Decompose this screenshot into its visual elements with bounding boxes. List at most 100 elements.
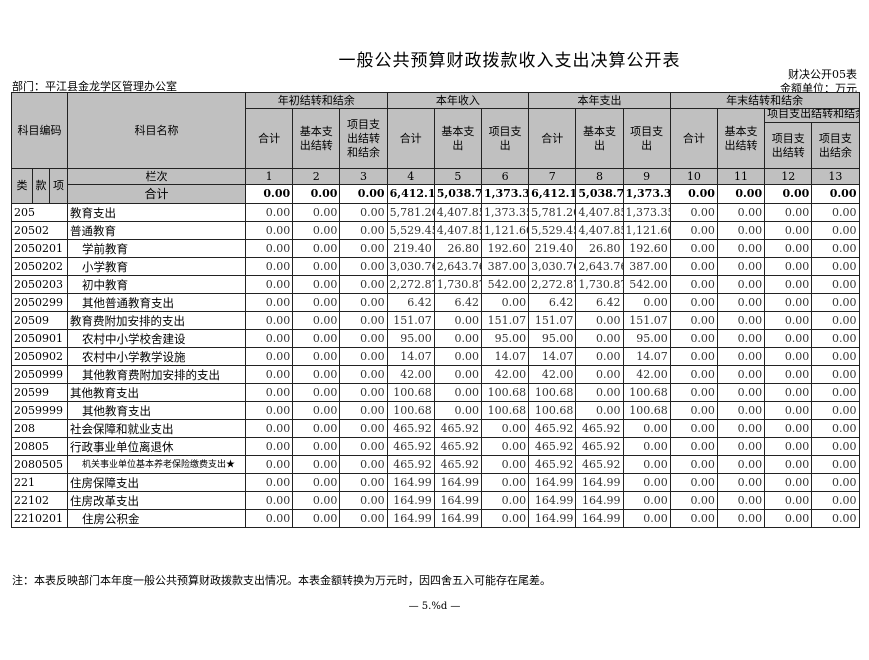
cell-value: 0.00 — [716, 401, 766, 420]
header-sub: 合计 — [386, 108, 435, 169]
cell-value: 2,643.76 — [433, 257, 482, 276]
cell-value: 0.00 — [811, 275, 860, 294]
cell-value: 0.00 — [716, 365, 766, 384]
column-number: 8 — [575, 168, 624, 185]
cell-value: 0.00 — [811, 239, 860, 258]
cell-value: 0.00 — [292, 509, 341, 528]
cell-value: 0.00 — [245, 347, 294, 366]
cell-value: 465.92 — [386, 437, 435, 456]
column-number: 6 — [480, 168, 530, 185]
cell-value: 0.00 — [292, 293, 341, 312]
cell-value: 0.00 — [716, 221, 766, 240]
table-row: 208 社会保障和就业支出 0.00 0.00 0.00 465.92 465.92 0.00… — [10, 419, 860, 438]
table-row: 20805 行政事业单位离退休 0.00 0.00 0.00 465.92 465.92 0.… — [10, 437, 860, 456]
cell-value: 0.00 — [339, 473, 388, 492]
cell-value: 465.92 — [528, 455, 577, 474]
subject-code: 2080505 — [10, 455, 69, 474]
cell-value: 42.00 — [528, 365, 577, 384]
cell-value: 0.00 — [764, 383, 813, 402]
column-number: 1 — [245, 168, 294, 185]
footnote: 注：本表反映部门本年度一般公共预算财政拨款支出情况。本表金额转换为万元时，因四舍… — [12, 574, 551, 587]
cell-value: 1,730.87 — [433, 275, 482, 294]
header-group: 本年收入 — [386, 92, 530, 109]
cell-value: 0.00 — [339, 347, 388, 366]
table-row: 2050203 初中教育 0.00 0.00 0.00 2,272.87 1,730.87 5… — [10, 275, 860, 294]
cell-value: 100.68 — [386, 401, 435, 420]
header-sub: 基本支出结转 — [716, 108, 766, 169]
cell-value: 0.00 — [622, 473, 671, 492]
cell-value: 0.00 — [764, 473, 813, 492]
cell-value: 2,272.87 — [386, 275, 435, 294]
table-row: 2059999 其他教育支出 0.00 0.00 0.00 100.68 0.00 100.6… — [10, 401, 860, 420]
cell-value: 0.00 — [292, 473, 341, 492]
cell-value: 0.00 — [716, 257, 766, 276]
subject-code: 2050299 — [10, 293, 69, 312]
cell-value: 0.00 — [292, 491, 341, 510]
subject-name: 住房公积金 — [67, 509, 247, 528]
cell-value: 0.00 — [811, 221, 860, 240]
cell-value: 0.00 — [716, 455, 766, 474]
cell-value: 3,030.76 — [386, 257, 435, 276]
cell-value: 0.00 — [716, 437, 766, 456]
header-sub: 项目支出结转和结余 — [339, 108, 388, 169]
cell-value: 542.00 — [480, 275, 530, 294]
subject-name: 住房改革支出 — [67, 491, 247, 510]
cell-value: 465.92 — [528, 419, 577, 438]
cell-value: 0.00 — [716, 383, 766, 402]
cell-value: 0.00 — [292, 329, 341, 348]
cell-value: 6.42 — [386, 293, 435, 312]
cell-value: 0.00 — [292, 437, 341, 456]
subject-code: 22102 — [10, 491, 69, 510]
cell-value: 0.00 — [669, 509, 718, 528]
header-name: 科目名称 — [67, 92, 247, 169]
cell-value: 0.00 — [339, 419, 388, 438]
cell-value: 0.00 — [480, 491, 530, 510]
cell-value: 0.00 — [764, 347, 813, 366]
cell-value: 0.00 — [480, 419, 530, 438]
cell-value: 151.07 — [528, 311, 577, 330]
cell-value: 0.00 — [292, 257, 341, 276]
cell-value: 0.00 — [292, 347, 341, 366]
cell-value: 42.00 — [480, 365, 530, 384]
subject-code: 2210201 — [10, 509, 69, 528]
header-sub: 合计 — [528, 108, 577, 169]
cell-value: 6.42 — [433, 293, 482, 312]
cell-value: 192.60 — [622, 239, 671, 258]
cell-value: 0.00 — [669, 221, 718, 240]
cell-value: 0.00 — [575, 347, 624, 366]
cell-value: 0.00 — [716, 329, 766, 348]
cell-value: 0.00 — [245, 329, 294, 348]
cell-value: 0.00 — [811, 329, 860, 348]
subject-name: 其他教育费附加安排的支出 — [67, 365, 247, 384]
cell-value: 0.00 — [716, 491, 766, 510]
cell-value: 0.00 — [764, 455, 813, 474]
cell-value: 100.68 — [622, 383, 671, 402]
subject-code: 20599 — [10, 383, 69, 402]
header-sub: 项目支出结转和结余 — [764, 108, 860, 123]
cell-value: 0.00 — [339, 365, 388, 384]
cell-value: 0.00 — [292, 365, 341, 384]
cell-value: 1,373.35 — [622, 203, 671, 222]
cell-value: 0.00 — [245, 383, 294, 402]
cell-value: 14.07 — [622, 347, 671, 366]
cell-value: 95.00 — [622, 329, 671, 348]
cell-value: 100.68 — [622, 401, 671, 420]
cell-value: 0.00 — [292, 401, 341, 420]
cell-value: 0.00 — [480, 293, 530, 312]
subject-code: 2050201 — [10, 239, 69, 258]
cell-value: 100.68 — [480, 383, 530, 402]
cell-value: 0.00 — [433, 329, 482, 348]
subject-name: 其他教育支出 — [67, 401, 247, 420]
cell-value: 164.99 — [433, 509, 482, 528]
cell-value: 0.00 — [339, 437, 388, 456]
cell-value: 465.92 — [528, 437, 577, 456]
table-row: 2050201 学前教育 0.00 0.00 0.00 219.40 26.80 192.60… — [10, 239, 860, 258]
header-sub: 基本支出 — [575, 108, 624, 169]
cell-value: 164.99 — [575, 473, 624, 492]
cell-value: 164.99 — [575, 491, 624, 510]
subject-code: 221 — [10, 473, 69, 492]
cell-value: 0.00 — [339, 293, 388, 312]
table-row: 20599 其他教育支出 0.00 0.00 0.00 100.68 0.00 100.68 1… — [10, 383, 860, 402]
cell-value: 0.00 — [245, 419, 294, 438]
cell-value: 0.00 — [811, 293, 860, 312]
